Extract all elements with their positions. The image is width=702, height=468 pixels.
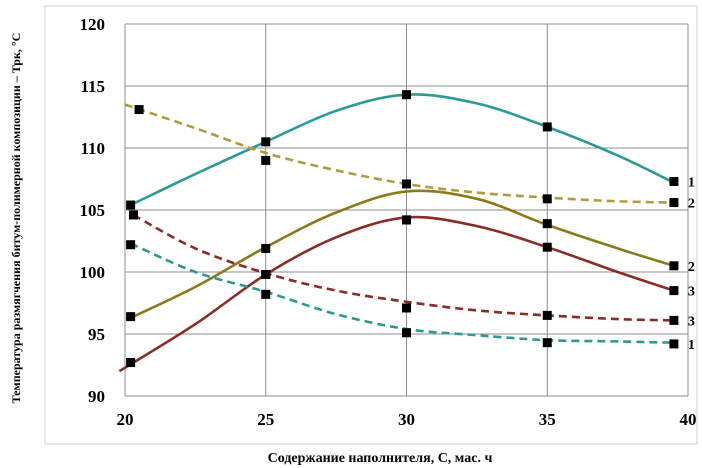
data-point-marker: [669, 286, 679, 296]
data-point-marker: [669, 176, 679, 186]
x-axis-ticks: 20 25 30 35 40: [117, 410, 697, 429]
data-point-marker: [669, 261, 679, 271]
y-axis-ticks: 90 95 100 105 110 115 120: [80, 15, 106, 406]
data-point-marker: [542, 219, 552, 229]
series-label: 1: [688, 175, 695, 190]
series-label: 3: [688, 314, 695, 329]
data-point-marker: [126, 312, 136, 322]
x-tick-label: 40: [680, 410, 697, 429]
x-tick-label: 35: [539, 410, 556, 429]
y-axis-title: Температура размягчения битум-полимерной…: [9, 33, 23, 404]
series-label: 3: [688, 285, 695, 300]
series-line: [130, 189, 675, 320]
data-point-marker: [542, 242, 552, 252]
data-point-marker: [128, 210, 138, 220]
series-label: 2: [688, 260, 695, 275]
data-point-marker: [126, 200, 136, 210]
data-point-marker: [126, 358, 136, 368]
data-point-marker: [134, 105, 144, 115]
data-point-marker: [402, 303, 411, 313]
data-point-marker: [261, 137, 271, 147]
data-point-marker: [669, 339, 679, 349]
x-tick-label: 25: [257, 410, 274, 429]
y-tick-label: 105: [80, 201, 106, 220]
data-point-marker: [402, 215, 411, 225]
data-point-marker: [669, 315, 679, 325]
data-point-marker: [402, 90, 411, 100]
grid: [124, 23, 689, 397]
data-point-marker: [669, 198, 679, 208]
series-labels: 1 2 2 3 3 1: [688, 175, 695, 352]
data-point-marker: [542, 338, 552, 348]
data-point-marker: [542, 194, 552, 204]
y-tick-label: 115: [80, 77, 105, 96]
y-tick-label: 100: [80, 263, 106, 282]
data-point-marker: [542, 122, 552, 132]
y-tick-label: 95: [88, 325, 105, 344]
data-point-marker: [402, 179, 411, 189]
series-label: 2: [688, 197, 695, 212]
data-point-marker: [402, 328, 411, 338]
data-point-marker: [261, 289, 271, 299]
data-point-marker: [542, 310, 552, 320]
data-point-marker: [261, 243, 271, 253]
data-point-marker: [261, 155, 271, 165]
x-tick-label: 30: [398, 410, 415, 429]
y-tick-label: 90: [88, 387, 105, 406]
series-line: [132, 213, 674, 322]
markers: [126, 90, 679, 368]
series-label: 1: [688, 338, 695, 353]
y-tick-label: 110: [80, 139, 105, 158]
x-tick-label: 20: [117, 410, 134, 429]
y-tick-label: 120: [80, 15, 106, 34]
x-axis-title: Содержание наполнителя, С, мас. ч: [268, 451, 493, 466]
data-point-marker: [261, 269, 271, 279]
data-point-marker: [126, 240, 136, 250]
